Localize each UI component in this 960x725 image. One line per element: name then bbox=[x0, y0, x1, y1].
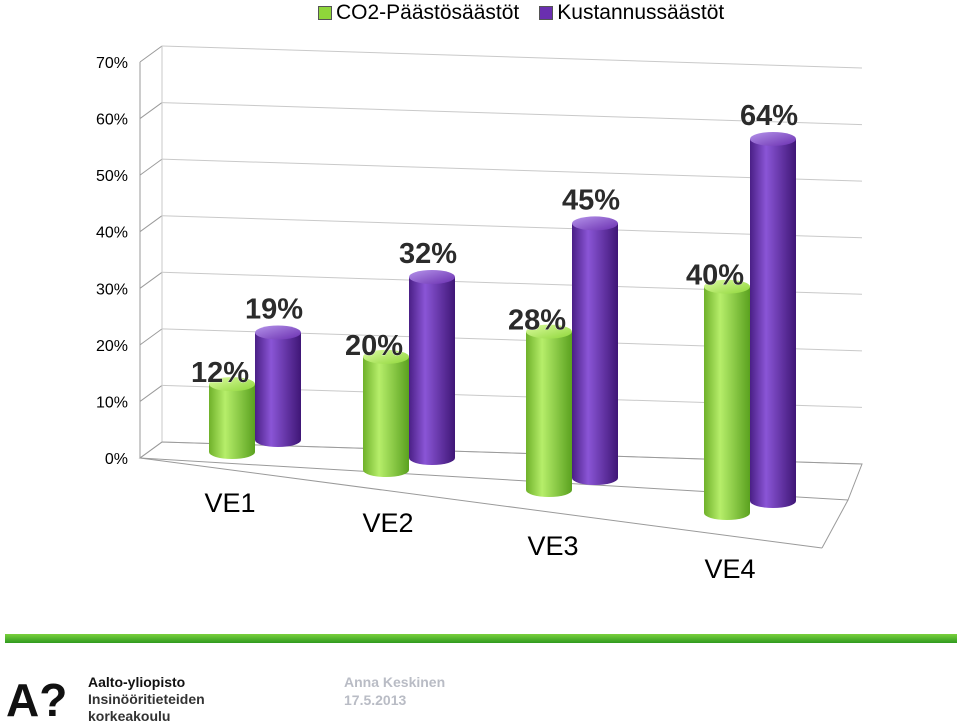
data-label-cost-ve4: 64% bbox=[740, 100, 798, 132]
y-tick-label: 60% bbox=[96, 112, 128, 129]
data-label-co2-ve1: 12% bbox=[191, 357, 249, 389]
grid-side bbox=[139, 45, 163, 63]
bar-top-cost-ve2 bbox=[409, 269, 455, 284]
grid-side bbox=[139, 328, 163, 346]
y-tick-label: 70% bbox=[96, 55, 128, 72]
grid-side bbox=[139, 102, 163, 119]
data-label-cost-ve2: 32% bbox=[399, 238, 457, 270]
bar-top-co2-ve3 bbox=[526, 324, 572, 339]
bar-co2-ve4 bbox=[704, 286, 750, 520]
bar-chart: 0% 10% 20% 30% 40% 50% 60% 70% 12% 19% VE1 20% 32% V… bbox=[96, 45, 863, 584]
x-tick-label: VE1 bbox=[204, 488, 255, 518]
y-tick-label: 0% bbox=[105, 451, 128, 468]
floor-edge bbox=[821, 499, 849, 549]
data-label-co2-ve3: 28% bbox=[508, 305, 566, 337]
bar-top-cost-ve3 bbox=[572, 216, 618, 231]
bar-top-cost-ve1 bbox=[255, 325, 301, 340]
x-tick-label: VE4 bbox=[704, 554, 755, 584]
bar-cost-ve1 bbox=[255, 332, 301, 447]
bar-top-co2-ve4 bbox=[704, 279, 750, 294]
footer-accent-bar bbox=[5, 634, 957, 643]
grid-side bbox=[139, 158, 163, 176]
bars bbox=[209, 131, 796, 520]
legend: CO2-Päästösäästöt Kustannussäästöt bbox=[318, 0, 724, 26]
footer-meta: Anna Keskinen 17.5.2013 bbox=[344, 673, 445, 709]
labels: 12% 19% VE1 20% 32% VE2 28% 45% VE3 40% 64% VE4 bbox=[191, 100, 799, 584]
org-line-2: Insinööritieteiden bbox=[88, 691, 205, 707]
data-label-co2-ve2: 20% bbox=[345, 330, 403, 362]
grid-side bbox=[139, 271, 163, 289]
org-line-3: korkeakoulu bbox=[88, 708, 171, 724]
gridline bbox=[161, 158, 863, 182]
logo-mark: A? bbox=[6, 674, 67, 720]
org-line-1: Aalto-yliopisto bbox=[88, 674, 186, 690]
aalto-logo: A? bbox=[6, 674, 67, 720]
bar-top-co2-ve2 bbox=[363, 349, 409, 364]
legend-swatch-cost bbox=[539, 6, 554, 20]
data-label-cost-ve3: 45% bbox=[562, 184, 620, 216]
gridline bbox=[161, 215, 863, 239]
legend-swatch-co2 bbox=[318, 6, 332, 20]
y-tick-label: 50% bbox=[96, 168, 128, 185]
data-label-co2-ve4: 40% bbox=[686, 260, 744, 292]
floor bbox=[138, 441, 863, 501]
bar-cost-ve4 bbox=[750, 138, 796, 508]
x-tick-label: VE3 bbox=[527, 531, 578, 561]
grid-side bbox=[139, 385, 163, 402]
legend-label-co2: CO2-Päästösäästöt bbox=[336, 1, 520, 24]
grid-side bbox=[139, 215, 163, 233]
data-label-cost-ve1: 19% bbox=[245, 294, 303, 326]
bar-co2-ve2 bbox=[363, 356, 409, 477]
y-tick-label: 40% bbox=[96, 225, 128, 242]
footer-author: Anna Keskinen bbox=[344, 674, 446, 690]
legend-item-cost: Kustannussäästöt bbox=[539, 1, 724, 25]
y-tick-label: 10% bbox=[96, 394, 128, 411]
bar-co2-ve3 bbox=[526, 331, 572, 497]
legend-item-co2: CO2-Päästösäästöt bbox=[318, 1, 519, 25]
y-tick-label: 20% bbox=[96, 338, 128, 355]
x-axis bbox=[139, 457, 823, 549]
x-tick-label: VE2 bbox=[362, 508, 413, 538]
bar-co2-ve1 bbox=[209, 384, 255, 459]
bar-top-co2-ve1 bbox=[209, 377, 255, 392]
gridline bbox=[161, 102, 863, 126]
bar-cost-ve2 bbox=[409, 276, 455, 465]
org-name: Aalto-yliopisto Insinööritieteiden korke… bbox=[88, 674, 205, 725]
gridline bbox=[161, 45, 863, 69]
legend-label-cost: Kustannussäästöt bbox=[557, 1, 725, 24]
y-tick-label: 30% bbox=[96, 281, 128, 298]
footer-date: 17.5.2013 bbox=[344, 692, 407, 708]
bar-top-cost-ve4 bbox=[750, 131, 796, 146]
bar-cost-ve3 bbox=[572, 223, 618, 485]
